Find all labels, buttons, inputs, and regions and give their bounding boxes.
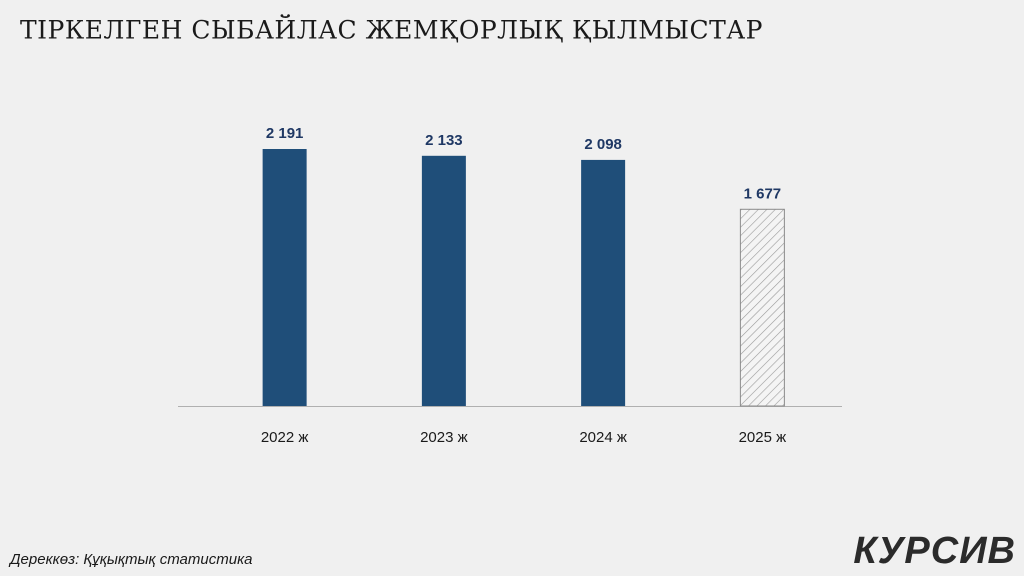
x-tick-label: 2024 ж bbox=[579, 429, 627, 446]
source-note: Дереккөз: Құқықтық статистика bbox=[8, 551, 253, 568]
chart-title: ТІРКЕЛГЕН СЫБАЙЛАС ЖЕМҚОРЛЫҚ ҚЫЛМЫСТАР bbox=[20, 15, 763, 45]
logo: КУРСИВ bbox=[853, 530, 1016, 572]
x-tick-label: 2022 ж bbox=[261, 429, 309, 446]
x-tick-label: 2023 ж bbox=[420, 429, 468, 446]
value-label: 1 677 bbox=[744, 185, 782, 202]
bar bbox=[581, 159, 626, 406]
bar bbox=[421, 155, 466, 406]
bar bbox=[739, 208, 785, 407]
value-label: 2 098 bbox=[584, 136, 622, 153]
value-label: 2 191 bbox=[266, 125, 304, 142]
x-tick-label: 2025 ж bbox=[739, 429, 787, 446]
value-label: 2 133 bbox=[425, 132, 463, 149]
bar bbox=[262, 149, 307, 406]
